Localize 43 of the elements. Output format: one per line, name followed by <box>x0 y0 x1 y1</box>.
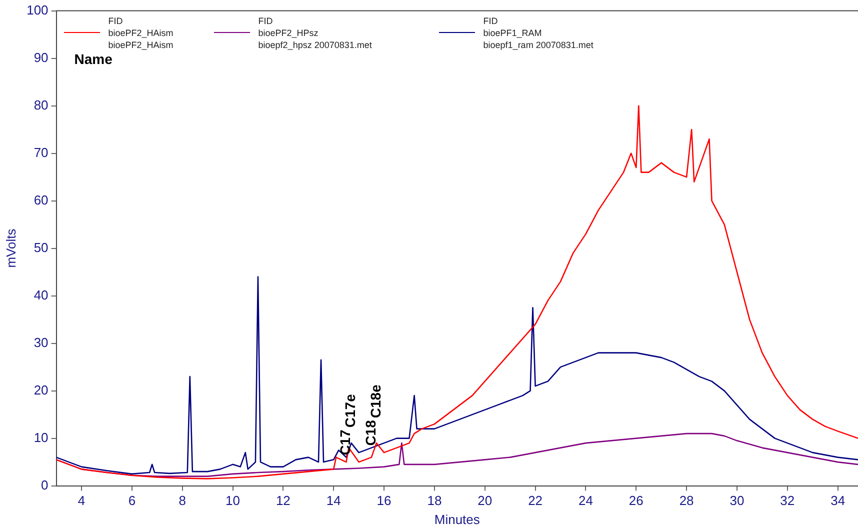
x-tick-label: 20 <box>478 493 492 508</box>
y-tick-label: 90 <box>34 50 48 65</box>
y-tick-label: 50 <box>34 240 48 255</box>
x-tick-label: 26 <box>628 493 644 508</box>
x-axis-title: Minutes <box>434 512 480 527</box>
x-tick-label: 24 <box>578 493 593 508</box>
y-tick-label: 70 <box>34 144 48 160</box>
annotation: C17 <box>337 429 354 456</box>
annotation: FID <box>107 14 124 27</box>
annotation: C17e <box>342 394 358 428</box>
y-tick-label: 20 <box>34 382 48 398</box>
annotation: Name <box>74 50 112 67</box>
annotation: C18 <box>362 420 378 446</box>
x-tick-label: 4 <box>78 493 86 508</box>
y-axis-title: mVolts <box>3 228 18 268</box>
y-tick-label: 10 <box>34 430 48 445</box>
legend-label: bioePF2_HAism <box>107 26 174 39</box>
x-tick-label: 28 <box>679 493 694 508</box>
x-tick-label: 22 <box>528 493 543 508</box>
y-tick-label: 40 <box>34 287 48 302</box>
annotation: FID <box>482 14 499 27</box>
x-tick-label: 34 <box>830 493 846 508</box>
annotation: bioePF2_HAism <box>107 38 174 51</box>
x-tick-label: 16 <box>376 493 392 508</box>
y-tick-label: 80 <box>34 97 48 112</box>
x-tick-label: 12 <box>276 493 290 508</box>
x-tick-label: 32 <box>780 493 795 508</box>
annotation: bioepf1_ram 20070831.met <box>482 38 594 51</box>
x-tick-label: 10 <box>226 493 240 508</box>
y-tick-label: 30 <box>34 334 48 350</box>
annotation: FID <box>257 14 274 27</box>
x-tick-label: 6 <box>128 493 136 508</box>
y-tick-label: 60 <box>34 192 48 208</box>
y-tick-label: 100 <box>26 2 48 18</box>
x-tick-label: 14 <box>326 493 341 508</box>
x-tick-label: 30 <box>730 493 744 508</box>
legend-label: bioePF1_RAM <box>482 26 543 39</box>
y-tick-label: 0 <box>41 477 48 492</box>
x-tick-label: 18 <box>427 493 442 508</box>
legend-label: bioePF2_HPsz <box>257 26 320 39</box>
annotation: bioepf2_hpsz 20070831.met <box>257 38 373 51</box>
annotation: C18e <box>367 384 384 418</box>
x-tick-label: 8 <box>178 493 186 508</box>
